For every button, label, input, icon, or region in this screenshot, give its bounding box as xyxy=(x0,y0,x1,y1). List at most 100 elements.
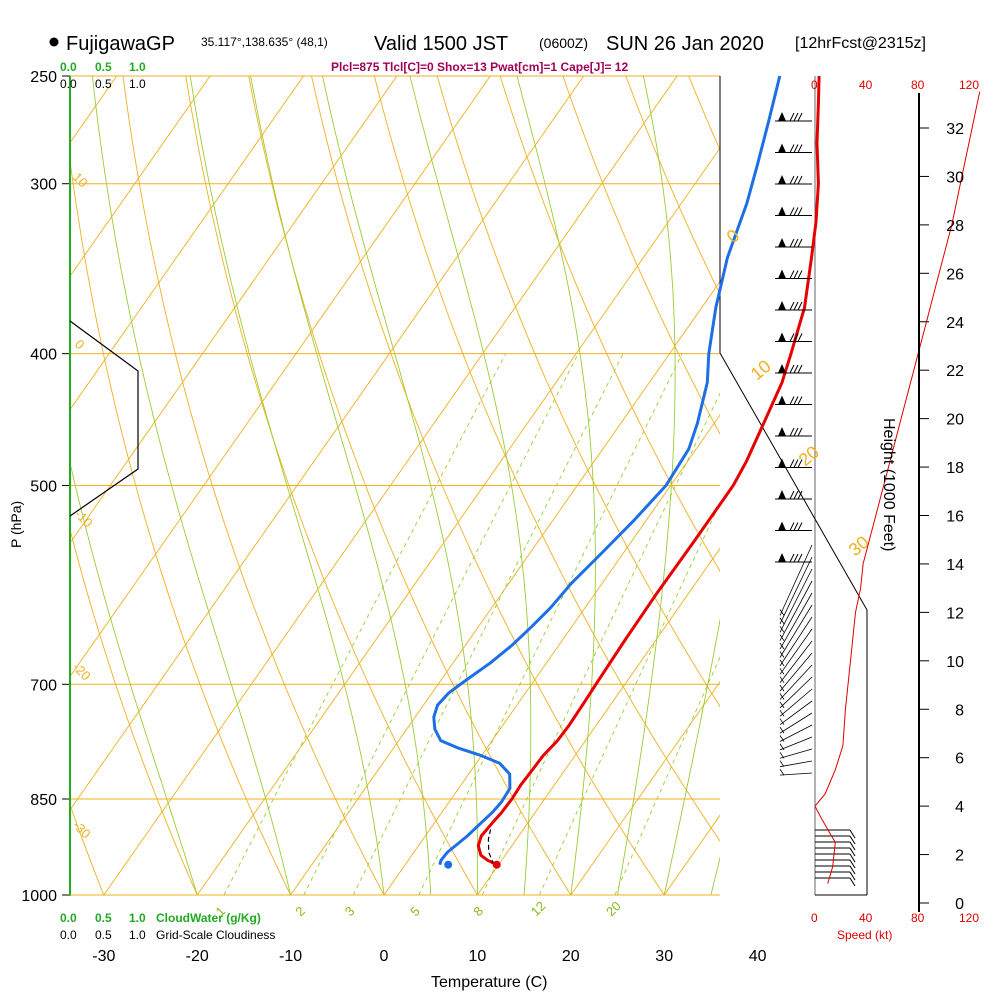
wind-barb-flag xyxy=(789,112,795,122)
wind-barb-flag xyxy=(797,459,803,468)
speed-tick-top-0: 0 xyxy=(811,78,818,92)
cloudiness-scale-0-top: 0.0 xyxy=(60,77,77,91)
wind-barb-shaft xyxy=(779,616,813,667)
wind-barb-flag xyxy=(797,238,803,248)
wind-barb xyxy=(779,640,813,683)
wind-barb-flag xyxy=(797,301,803,311)
wind-barb xyxy=(775,332,812,342)
wind-barb xyxy=(779,736,813,751)
valid-zulu: (0600Z) xyxy=(539,35,588,51)
wind-barb-shaft xyxy=(779,580,813,641)
mixing-ratio-lines xyxy=(223,353,720,896)
height-tick-label: 32 xyxy=(946,121,964,138)
wind-barb-shaft xyxy=(779,700,813,726)
wind-barb-shaft xyxy=(779,568,813,633)
dry-adiabats xyxy=(70,76,1000,896)
wind-barb-shaft xyxy=(779,688,813,717)
tropopause-line xyxy=(69,76,868,896)
wind-barb-flag xyxy=(779,760,785,767)
wind-barb-shaft xyxy=(779,748,813,759)
wind-barb xyxy=(779,592,813,650)
wind-barb-pennant xyxy=(778,553,786,562)
wind-barb-shaft xyxy=(779,628,813,675)
cloudwater-scale-05-top: 0.5 xyxy=(95,60,112,74)
isotherm-line xyxy=(0,76,23,895)
cloudiness-scale-05-top: 0.5 xyxy=(95,77,112,91)
plot-frame xyxy=(69,76,721,896)
wind-barb-flag xyxy=(779,752,785,759)
wind-barb-pennant xyxy=(778,175,786,184)
dry-adiabat-line xyxy=(752,76,1000,895)
dry-adiabat-line xyxy=(688,76,720,152)
dry-adiabat-line xyxy=(122,76,385,896)
wind-barb-shaft xyxy=(779,544,813,616)
wind-barb xyxy=(815,835,856,845)
wind-barb-pennant xyxy=(778,490,786,499)
speed-tick-bottom-80: 80 xyxy=(911,911,925,925)
wind-barb-flag xyxy=(779,668,785,675)
wind-barb xyxy=(779,580,813,641)
wind-barb-flag xyxy=(779,609,785,616)
wind-barb-pennant xyxy=(778,112,786,121)
wind-barb-flag xyxy=(797,333,803,342)
wind-barb-shaft xyxy=(779,640,813,683)
height-tick-label: 8 xyxy=(955,702,964,719)
speed-tick-bottom-40: 40 xyxy=(859,911,873,925)
wind-barb xyxy=(775,175,812,185)
dry-adiabat-line xyxy=(70,157,292,896)
height-tick-label: 22 xyxy=(946,363,964,380)
wind-barb-flag xyxy=(793,301,799,311)
temperature-tick-label: -30 xyxy=(92,948,115,965)
wind-barb-flag xyxy=(849,865,856,875)
mixing-ratio-label: 20 xyxy=(603,898,624,919)
wind-barb xyxy=(775,490,812,500)
wind-barb-pennant xyxy=(778,364,786,373)
wind-barbs xyxy=(775,112,856,887)
wind-barb-shaft xyxy=(779,604,813,658)
wind-barb xyxy=(815,847,856,857)
wind-barb-flag xyxy=(779,676,785,683)
height-tick-label: 18 xyxy=(946,460,964,477)
wind-barb-flag xyxy=(793,364,799,374)
pressure-tick-label: 850 xyxy=(30,792,57,809)
surface-temperature-marker xyxy=(492,860,501,869)
pressure-tick-label: 300 xyxy=(30,177,57,194)
moist-adiabat-line xyxy=(189,76,385,896)
height-tick-label: 2 xyxy=(955,848,964,865)
height-tick-label: 20 xyxy=(946,412,964,429)
dry-adiabat-line xyxy=(185,76,478,896)
cloudiness-scale-05-bottom: 0.5 xyxy=(95,928,112,942)
wind-barb-pennant xyxy=(778,301,786,310)
wind-barb xyxy=(779,700,813,726)
sounding-series xyxy=(432,75,821,869)
wind-barb-pennant xyxy=(778,427,786,436)
height-tick-label: 6 xyxy=(955,751,964,768)
isotherm-line xyxy=(70,76,211,277)
wind-barb-flag xyxy=(789,490,795,500)
wind-barb-flag xyxy=(793,490,799,500)
cloudiness-scale-1-bottom: 1.0 xyxy=(129,928,146,942)
wind-barb xyxy=(775,238,812,248)
pressure-tick-label: 250 xyxy=(30,69,57,86)
temperature-tick-label: 10 xyxy=(469,948,487,965)
wind-barb-flag xyxy=(779,626,785,633)
wind-barb-pennant xyxy=(778,206,786,216)
wind-barb xyxy=(779,712,813,734)
wind-barb xyxy=(779,604,813,658)
wind-barb-flag xyxy=(793,459,799,468)
speed-tick-bottom-120: 120 xyxy=(959,911,979,925)
temperature-tick-label: 30 xyxy=(655,948,673,965)
moist-adiabat-line xyxy=(617,76,676,896)
wind-barb-flag xyxy=(779,743,785,751)
moist-adiabat-line xyxy=(710,856,720,896)
wind-barb-flag xyxy=(779,684,785,692)
height-tick-label: 14 xyxy=(946,557,964,574)
wind-barb-flag xyxy=(793,522,799,531)
wind-barb xyxy=(779,760,813,768)
speed-tick-bottom-0: 0 xyxy=(811,911,818,925)
wind-barb-flag xyxy=(789,522,795,531)
wind-barb-flag xyxy=(793,333,799,342)
pressure-tick-label: 1000 xyxy=(21,888,57,905)
